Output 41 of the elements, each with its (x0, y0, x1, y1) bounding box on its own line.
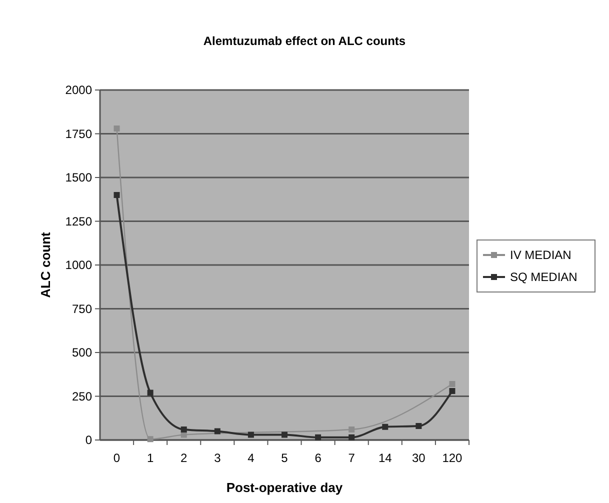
point (147, 390, 154, 396)
point (382, 424, 388, 430)
y-tick-label: 1750 (65, 126, 92, 141)
point (214, 428, 220, 434)
y-tick-label: 1250 (65, 214, 92, 228)
legend-label: IV MEDIAN (510, 248, 572, 262)
point (180, 426, 187, 432)
y-axis-title: ALC count (38, 231, 53, 298)
x-tick-label: 2 (180, 451, 188, 465)
x-tick-label: 1 (146, 451, 154, 465)
x-tick-label: 6 (314, 451, 322, 465)
x-tick-label: 0 (113, 451, 120, 465)
x-axis-title: Post-operative day (226, 480, 344, 495)
y-tick-label: 250 (72, 389, 92, 404)
x-tick-label: 30 (412, 451, 426, 465)
y-tick-label: 2000 (65, 83, 92, 98)
point (348, 426, 355, 432)
point (147, 436, 154, 442)
point (248, 432, 254, 438)
legend-label: SQ MEDIAN (510, 270, 578, 284)
y-tick-label: 500 (72, 346, 92, 360)
y-tick-label: 750 (72, 302, 92, 316)
x-tick-label: 3 (214, 451, 222, 465)
x-tick-label: 4 (248, 451, 255, 465)
x-tick-label: 14 (378, 451, 392, 465)
chart-title: Alemtuzumab effect on ALC counts (203, 34, 406, 48)
point (114, 126, 120, 132)
point (114, 192, 120, 198)
x-tick-label: 7 (348, 451, 356, 465)
y-tick-label: 0 (85, 433, 92, 448)
point (416, 423, 422, 429)
point (315, 434, 322, 440)
point (348, 434, 355, 440)
y-tick-label: 1000 (65, 258, 92, 272)
x-tick-label: 5 (281, 451, 288, 465)
point (449, 381, 456, 387)
point (282, 432, 288, 438)
point (449, 388, 456, 394)
point (180, 432, 187, 438)
y-tick-label: 1500 (65, 170, 92, 185)
x-tick-label: 120 (442, 451, 463, 465)
